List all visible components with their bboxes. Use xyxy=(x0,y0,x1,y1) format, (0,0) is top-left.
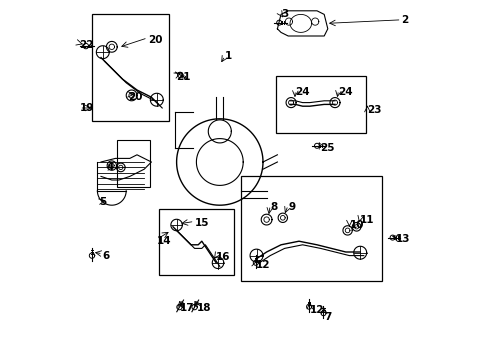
Text: 6: 6 xyxy=(103,251,110,261)
Text: 14: 14 xyxy=(157,236,172,246)
Text: 20: 20 xyxy=(128,92,143,102)
Bar xyxy=(92,14,170,121)
Bar xyxy=(242,176,382,281)
Text: 12: 12 xyxy=(310,305,324,315)
Text: 23: 23 xyxy=(368,105,382,115)
Text: 16: 16 xyxy=(216,252,231,262)
Bar xyxy=(275,76,366,133)
Text: 20: 20 xyxy=(148,35,162,45)
Text: 24: 24 xyxy=(339,87,353,97)
Text: 1: 1 xyxy=(225,51,232,61)
Text: 2: 2 xyxy=(402,15,409,25)
Text: 25: 25 xyxy=(320,143,335,153)
Text: 19: 19 xyxy=(79,103,94,113)
Text: 13: 13 xyxy=(396,234,411,244)
Text: 5: 5 xyxy=(99,197,106,207)
Text: 7: 7 xyxy=(324,312,332,322)
Text: 17: 17 xyxy=(180,303,195,313)
Text: 8: 8 xyxy=(270,202,277,212)
Text: 3: 3 xyxy=(281,9,288,19)
Text: 11: 11 xyxy=(360,215,375,225)
Text: 10: 10 xyxy=(349,220,364,230)
Text: 15: 15 xyxy=(195,218,209,228)
Text: 22: 22 xyxy=(79,40,94,50)
Bar xyxy=(159,209,234,275)
Bar xyxy=(117,140,149,187)
Text: 24: 24 xyxy=(295,87,310,97)
Text: 9: 9 xyxy=(288,202,295,212)
Text: 12: 12 xyxy=(256,260,270,270)
Text: 18: 18 xyxy=(196,303,211,313)
Text: 21: 21 xyxy=(176,72,191,82)
Text: 4: 4 xyxy=(106,162,114,172)
